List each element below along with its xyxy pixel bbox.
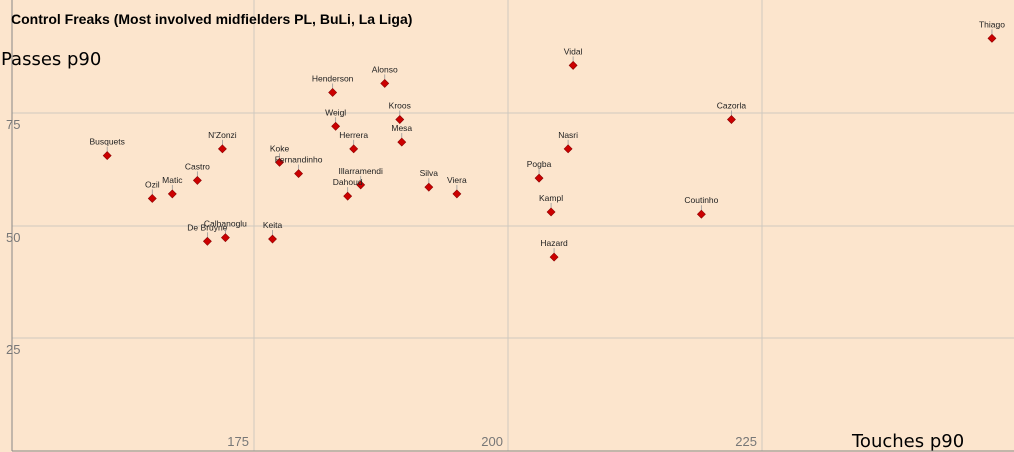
point-marker-pogba [534, 173, 544, 183]
point-label-henderson: Henderson [312, 73, 354, 83]
point-label-busquets: Busquets [89, 137, 124, 147]
point-label-hazard: Hazard [540, 238, 568, 248]
point-label-de-bruyne: De Bruyne [187, 222, 227, 232]
point-viera: Viera [447, 175, 467, 199]
point-marker-silva [424, 182, 434, 192]
point-n-zonzi: N'Zonzi [208, 130, 237, 154]
point-marker-koke [275, 157, 284, 167]
x-axis-title: Touches p90 [851, 431, 964, 452]
point-kampl: Kampl [539, 193, 563, 217]
grid-lines [12, 0, 1014, 451]
point-label-fernandinho: Fernandinho [275, 155, 323, 165]
point-dahoud: Dahoud [333, 177, 363, 201]
point-label-n-zonzi: N'Zonzi [208, 130, 237, 140]
point-label-vidal: Vidal [564, 46, 583, 56]
point-label-calhanoglu: Calhanoglu [204, 219, 247, 229]
x-tick-label-225: 225 [735, 434, 757, 449]
point-weigl: Weigl [325, 107, 346, 131]
y-tick-label-75: 75 [6, 117, 20, 132]
point-marker-kampl [546, 207, 556, 217]
point-marker-alonso [380, 79, 390, 88]
point-matic: Matic [162, 175, 183, 199]
point-label-silva: Silva [420, 168, 439, 178]
point-mesa: Mesa [391, 123, 412, 147]
point-label-pogba: Pogba [527, 159, 552, 169]
point-marker-castro [192, 175, 202, 185]
x-tick-labels: 175 200 225 [227, 434, 757, 449]
point-de-bruyne: De Bruyne [187, 222, 228, 246]
point-marker-nasri [563, 144, 573, 154]
point-marker-keita [268, 234, 277, 244]
point-cazorla: Cazorla [717, 101, 747, 124]
x-tick-label-175: 175 [227, 434, 249, 449]
point-label-herrera: Herrera [339, 130, 368, 140]
point-castro: Castro [185, 161, 210, 185]
chart-title: Control Freaks (Most involved midfielder… [11, 11, 412, 27]
point-ozil: Ozil [145, 179, 160, 203]
point-marker-ozil [147, 194, 157, 203]
point-label-illarramendi: Illarramendi [338, 166, 383, 176]
point-marker-illarramendi [356, 180, 366, 190]
point-marker-mesa [397, 137, 407, 147]
point-silva: Silva [420, 168, 439, 192]
point-label-mesa: Mesa [391, 123, 412, 133]
point-marker-dahoud [343, 191, 353, 201]
point-marker-de-bruyne [202, 236, 212, 246]
point-marker-matic [167, 189, 177, 199]
point-henderson: Henderson [312, 73, 354, 97]
y-tick-label-25: 25 [6, 342, 20, 357]
point-label-dahoud: Dahoud [333, 177, 363, 187]
point-marker-weigl [331, 121, 341, 131]
point-vidal: Vidal [564, 46, 583, 70]
point-marker-coutinho [696, 209, 706, 219]
point-marker-hazard [549, 252, 559, 262]
point-label-weigl: Weigl [325, 107, 346, 117]
point-illarramendi: Illarramendi [338, 166, 383, 190]
point-herrera: Herrera [339, 130, 368, 154]
point-marker-herrera [349, 144, 359, 154]
point-marker-henderson [328, 88, 338, 97]
point-label-keita: Keita [263, 220, 283, 230]
point-marker-cazorla [727, 115, 736, 124]
point-busquets: Busquets [89, 137, 125, 161]
point-marker-thiago [987, 33, 997, 43]
point-marker-vidal [568, 60, 578, 70]
y-tick-labels: 75 50 25 [6, 117, 20, 357]
point-label-nasri: Nasri [558, 130, 578, 140]
point-pogba: Pogba [527, 159, 552, 183]
point-label-matic: Matic [162, 175, 183, 185]
y-axis-title: Passes p90 [1, 49, 101, 70]
point-koke: Koke [270, 143, 290, 167]
point-alonso: Alonso [372, 64, 398, 88]
point-label-thiago: Thiago [979, 19, 1005, 29]
point-marker-viera [452, 189, 462, 199]
y-tick-label-50: 50 [6, 230, 20, 245]
x-tick-label-200: 200 [481, 434, 503, 449]
point-coutinho: Coutinho [684, 195, 719, 219]
point-kroos: Kroos [389, 101, 411, 124]
point-marker-calhanoglu [221, 233, 230, 243]
point-label-viera: Viera [447, 175, 467, 185]
point-label-cazorla: Cazorla [717, 101, 747, 111]
point-calhanoglu: Calhanoglu [204, 219, 247, 243]
point-label-koke: Koke [270, 143, 290, 153]
point-marker-kroos [395, 115, 405, 124]
point-hazard: Hazard [540, 238, 568, 262]
point-marker-fernandinho [294, 169, 303, 179]
point-label-coutinho: Coutinho [684, 195, 718, 205]
point-thiago: Thiago [979, 19, 1005, 43]
point-label-alonso: Alonso [372, 64, 398, 74]
point-marker-busquets [102, 151, 112, 161]
point-keita: Keita [263, 220, 283, 244]
point-label-ozil: Ozil [145, 179, 160, 189]
point-nasri: Nasri [558, 130, 578, 154]
point-fernandinho: Fernandinho [275, 155, 323, 179]
point-label-castro: Castro [185, 161, 210, 171]
point-marker-n-zonzi [217, 144, 227, 154]
point-label-kampl: Kampl [539, 193, 563, 203]
point-label-kroos: Kroos [389, 101, 411, 111]
